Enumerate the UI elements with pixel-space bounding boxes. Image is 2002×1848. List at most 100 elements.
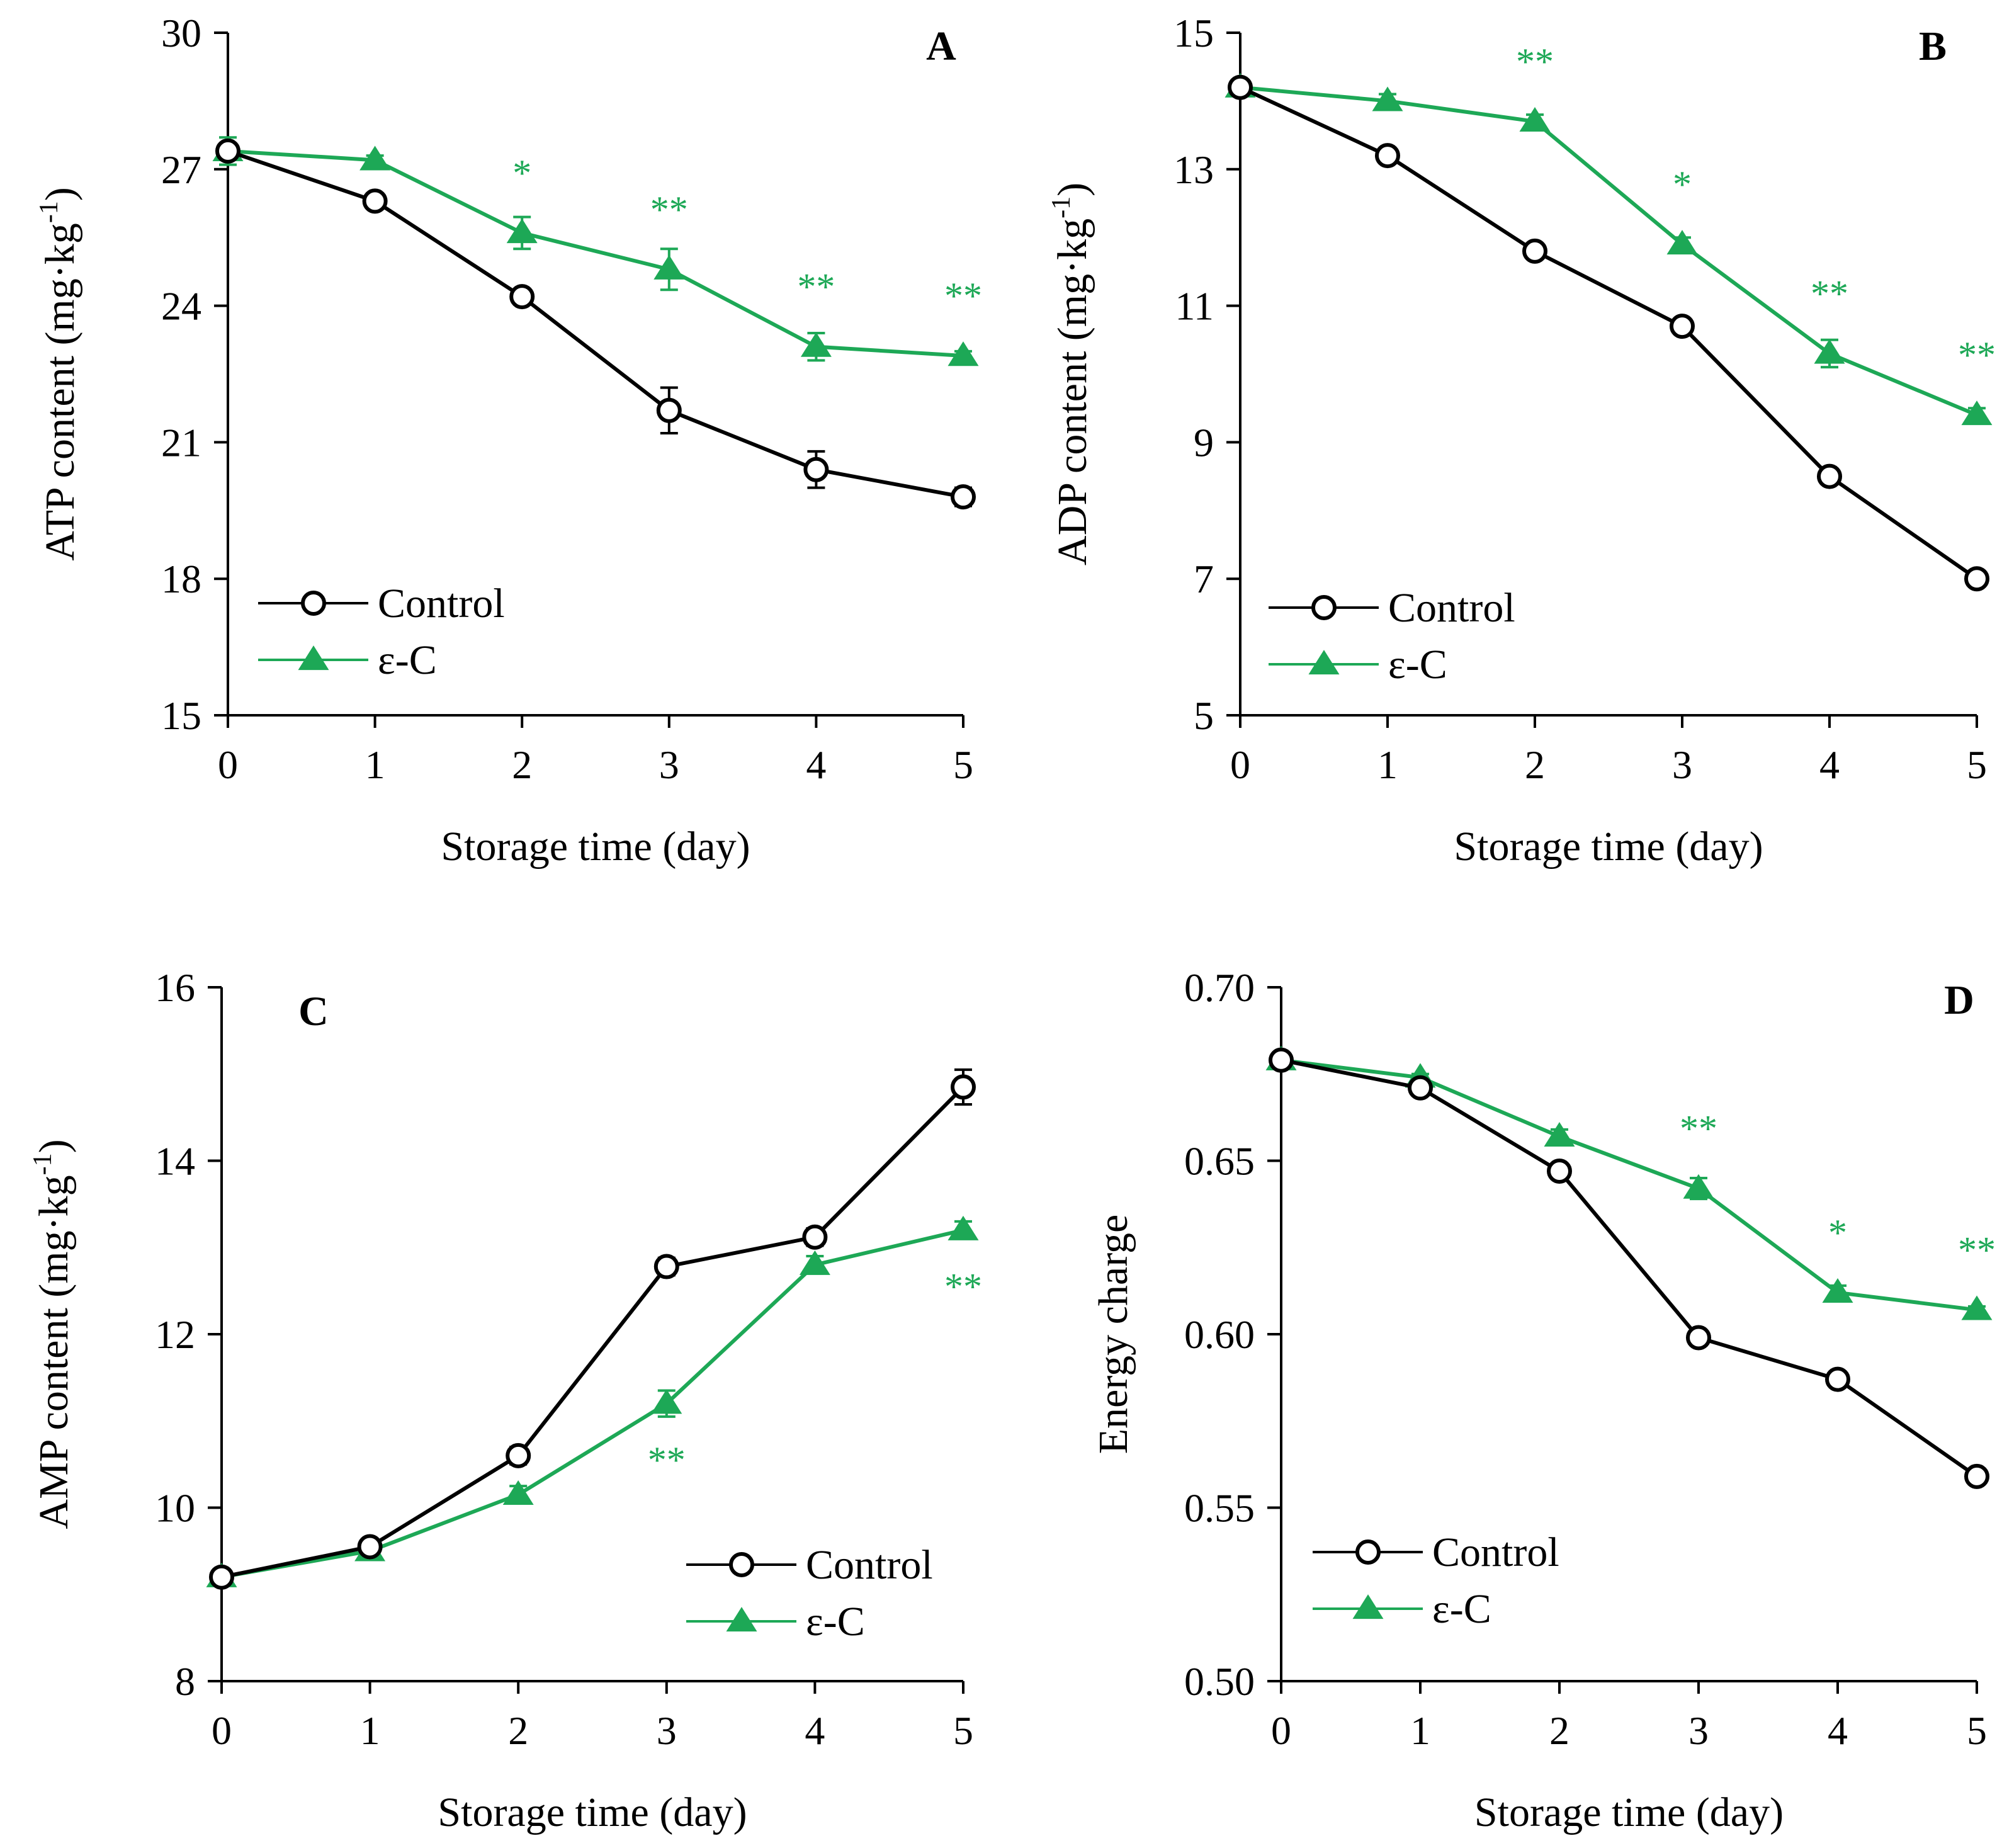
y-axis-title: AMP content (mg·kg-1) xyxy=(28,1139,77,1529)
legend-label: Control xyxy=(1388,585,1515,631)
data-point xyxy=(799,1250,830,1275)
data-point xyxy=(1964,1463,1989,1489)
y-tick-label: 0.55 xyxy=(1184,1486,1255,1531)
x-tick-label: 3 xyxy=(1688,1708,1709,1753)
x-axis-title: Storage time (day) xyxy=(1454,824,1763,870)
x-axis-title: Storage time (day) xyxy=(1474,1789,1784,1835)
x-tick-label: 3 xyxy=(657,1708,677,1753)
legend-marker xyxy=(301,591,326,616)
series-line xyxy=(1240,85,1978,417)
x-tick-label: 5 xyxy=(1967,742,1987,787)
y-tick-label: 9 xyxy=(1194,420,1214,465)
x-axis-title: Storage time (day) xyxy=(438,1789,747,1835)
x-tick-label: 0 xyxy=(218,742,238,787)
y-axis-title: Energy charge xyxy=(1090,1215,1136,1454)
y-axis-title-close: ) xyxy=(1049,183,1095,196)
panel-label: B xyxy=(1919,23,1947,69)
data-point xyxy=(1375,143,1400,169)
legend: Control ε-C xyxy=(1269,585,1515,688)
series-treatment xyxy=(1265,1045,1993,1320)
data-point xyxy=(506,1443,531,1468)
data-point xyxy=(1544,1122,1575,1147)
data-point xyxy=(1817,463,1842,489)
legend-marker xyxy=(1311,595,1337,620)
significance-mark: * xyxy=(1828,1212,1847,1254)
y-tick-label: 7 xyxy=(1194,557,1214,601)
data-point xyxy=(1269,1047,1294,1073)
series-line xyxy=(221,1228,964,1579)
x-tick-label: 4 xyxy=(1828,1708,1848,1753)
panel-a: 15 18 21 24 27 30 0 1 2 3 4 5 Storage time (day) ATP … xyxy=(35,11,982,870)
y-axis-title-close: ) xyxy=(37,187,83,201)
panel-label: A xyxy=(926,23,956,69)
significance-mark: ** xyxy=(944,275,982,317)
series-control xyxy=(215,138,976,510)
panel-b: 5 7 9 11 13 15 0 1 2 3 4 5 Storage time (day) ADP con… xyxy=(1047,11,1996,870)
y-axis-title-main: ADP content (mg·kg xyxy=(1049,218,1095,565)
x-tick-label: 3 xyxy=(1672,742,1692,787)
significance-mark: ** xyxy=(797,266,835,308)
y-tick-label: 15 xyxy=(161,693,201,738)
y-axis-title-main: Energy charge xyxy=(1090,1215,1136,1454)
legend: Control ε-C xyxy=(686,1542,933,1645)
legend-label: Control xyxy=(378,581,505,626)
x-tick-label: 1 xyxy=(1410,1708,1430,1753)
data-point xyxy=(1961,1295,1993,1320)
y-tick-label: 18 xyxy=(161,557,201,601)
significance-mark: * xyxy=(512,152,531,194)
legend-marker xyxy=(726,1607,757,1632)
data-point xyxy=(1666,230,1698,255)
data-point xyxy=(803,456,829,482)
y-tick-label: 0.60 xyxy=(1184,1312,1255,1357)
series-line xyxy=(1281,1058,1977,1312)
data-point xyxy=(1825,1366,1850,1392)
data-point xyxy=(1228,74,1253,100)
y-tick-label: 13 xyxy=(1173,147,1214,192)
x-tick-label: 2 xyxy=(512,742,532,787)
data-point xyxy=(359,145,391,171)
y-tick-label: 30 xyxy=(161,11,201,55)
legend-marker xyxy=(1308,650,1340,675)
data-point xyxy=(362,188,388,214)
y-axis-title-close: ) xyxy=(31,1139,77,1153)
legend: Control ε-C xyxy=(1313,1529,1559,1632)
y-tick-label: 14 xyxy=(155,1139,195,1184)
data-point xyxy=(215,138,240,164)
y-tick-label: 5 xyxy=(1194,693,1214,738)
y-tick-label: 8 xyxy=(175,1659,195,1704)
panel-label: D xyxy=(1944,977,1974,1023)
data-point xyxy=(947,1215,979,1240)
data-point xyxy=(1814,339,1845,364)
significance-mark: ** xyxy=(944,1266,982,1308)
data-point xyxy=(947,341,979,366)
y-axis-title-main: AMP content (mg·kg xyxy=(31,1175,77,1529)
data-point xyxy=(1408,1075,1433,1101)
y-axis-title: ATP content (mg·kg-1) xyxy=(35,187,83,560)
x-tick-label: 1 xyxy=(1377,742,1398,787)
panel-d: 0.50 0.55 0.60 0.65 0.70 0 1 2 3 4 5 Storage time (… xyxy=(1090,965,1996,1835)
x-tick-label: 1 xyxy=(365,742,385,787)
significance-mark: ** xyxy=(650,189,688,230)
x-tick-label: 0 xyxy=(212,1708,232,1753)
y-tick-label: 24 xyxy=(161,284,201,329)
data-point xyxy=(1372,86,1403,111)
series-treatment xyxy=(1224,72,1993,426)
y-tick-label: 16 xyxy=(155,965,195,1010)
significance-mark: ** xyxy=(1811,273,1848,314)
x-tick-label: 5 xyxy=(1967,1708,1987,1753)
data-point xyxy=(209,1564,234,1590)
y-tick-label: 0.65 xyxy=(1184,1139,1255,1184)
significance-mark: ** xyxy=(1516,41,1554,82)
x-tick-label: 3 xyxy=(659,742,679,787)
legend-label: Control xyxy=(1432,1529,1559,1575)
data-point xyxy=(951,1074,976,1100)
significance-mark: ** xyxy=(1958,334,1996,376)
x-tick-label: 5 xyxy=(953,1708,973,1753)
x-axis-title: Storage time (day) xyxy=(441,824,750,870)
y-axis-title-superscript: -1 xyxy=(1047,196,1076,218)
legend-label: ε-C xyxy=(806,1599,865,1645)
data-point xyxy=(1822,1278,1853,1303)
data-point xyxy=(1670,314,1695,339)
